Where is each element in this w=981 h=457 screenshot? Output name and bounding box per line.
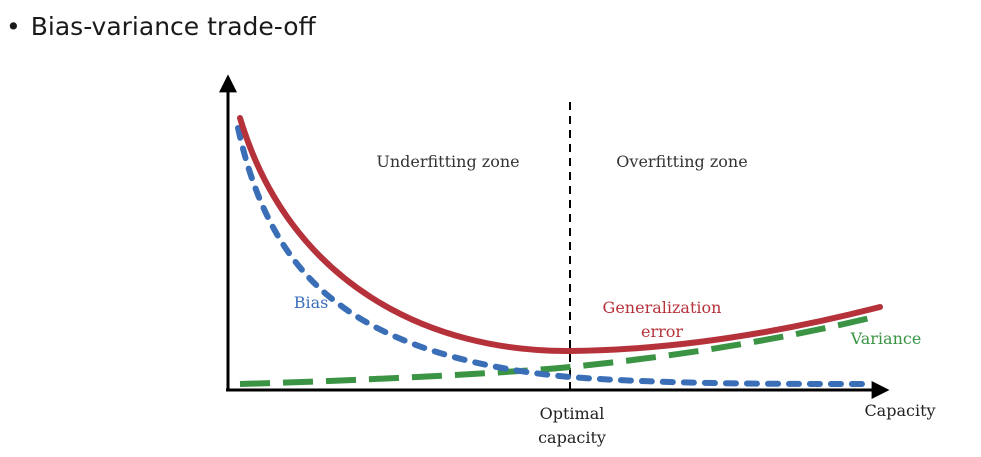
bullet: • [6,12,21,41]
generalization-error-label-line2: error [641,322,683,341]
optimal-capacity-label-line1: Optimal [540,404,605,423]
bias-label: Bias [294,293,329,312]
bias-curve [235,125,871,387]
variance-label: Variance [850,329,922,348]
overfitting-zone-label: Overfitting zone [616,152,747,171]
generalization-error-curve [237,115,883,355]
generalization-error-label-line1: Generalization [603,298,722,317]
variance-curve [239,315,871,387]
slide-title: • Bias-variance trade-off [6,12,316,41]
slide-title-text: Bias-variance trade-off [30,12,316,41]
x-axis-label: Capacity [864,401,935,420]
optimal-capacity-label-line2: capacity [538,428,606,447]
underfitting-zone-label: Underfitting zone [376,152,519,171]
